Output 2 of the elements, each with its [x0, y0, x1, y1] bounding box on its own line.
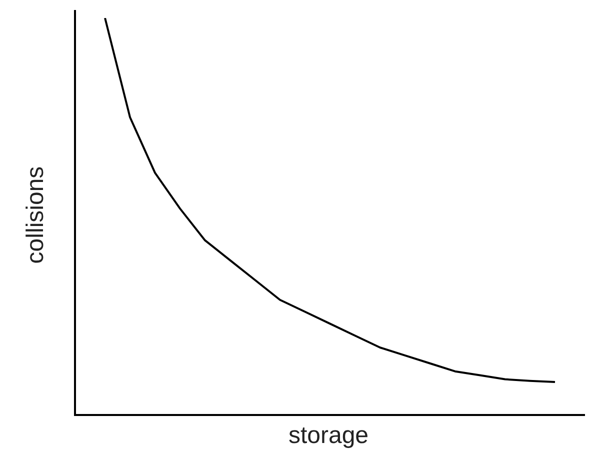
y-axis-title: collisions: [22, 166, 50, 264]
x-axis-title: storage: [287, 422, 370, 450]
